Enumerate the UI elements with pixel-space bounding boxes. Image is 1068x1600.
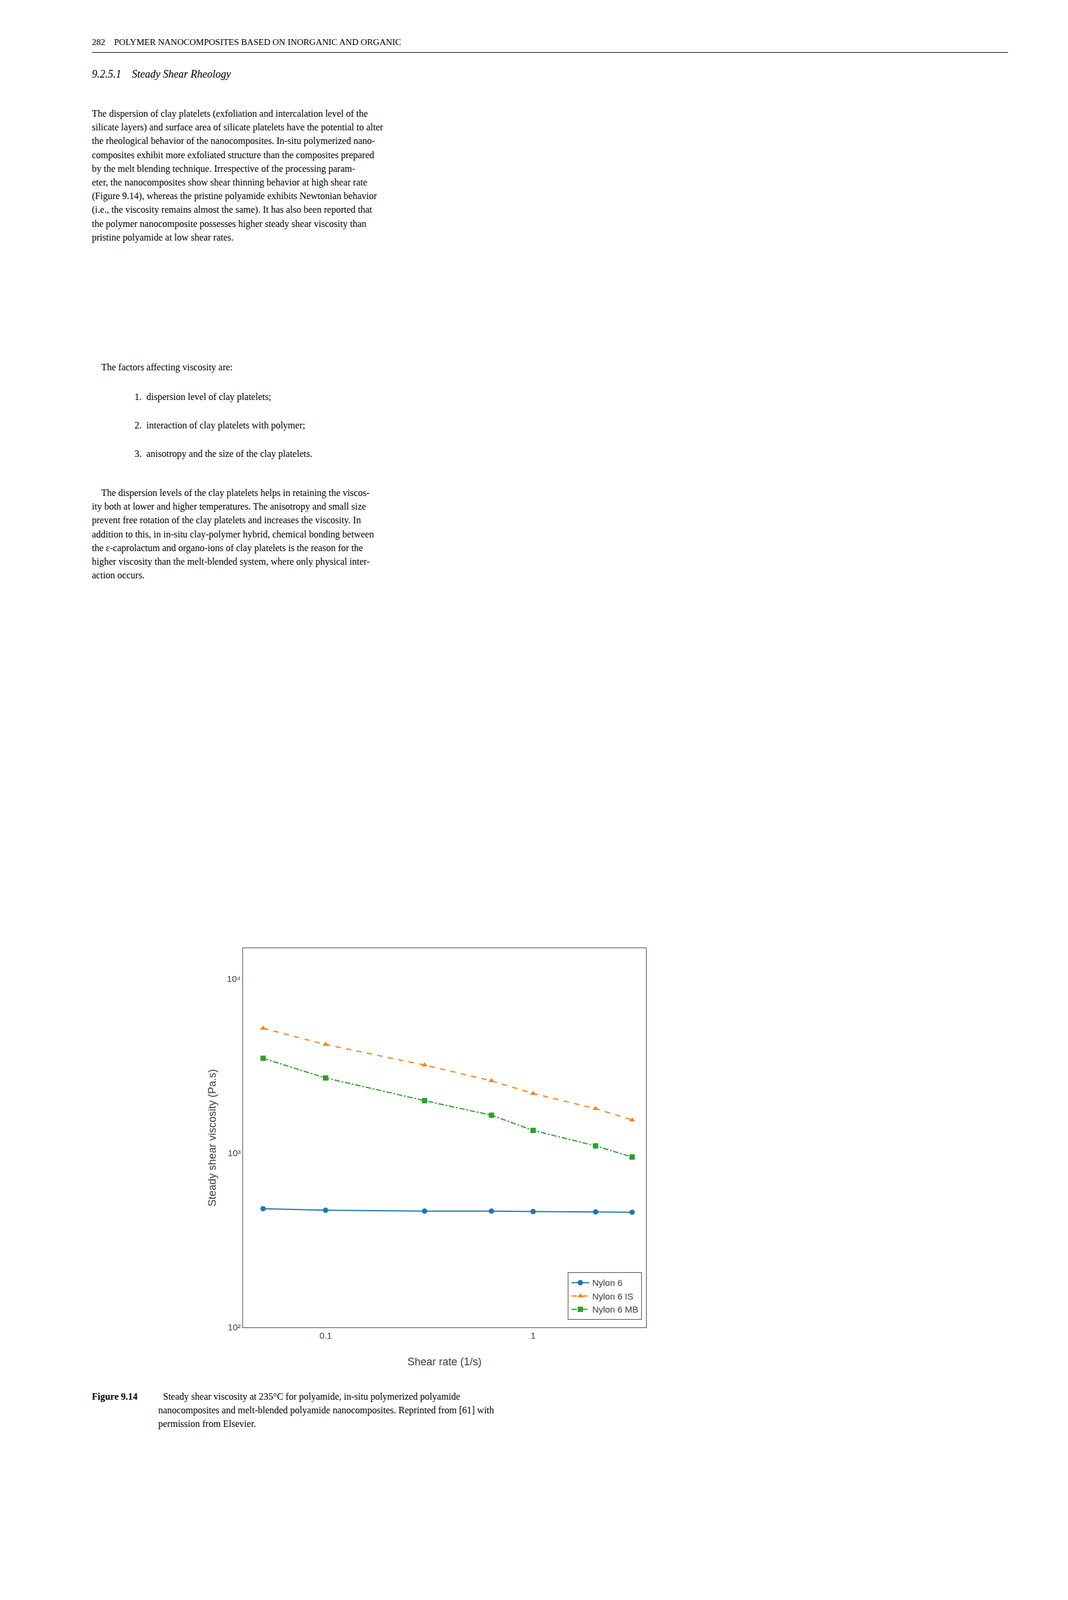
svg-text:0.1: 0.1	[319, 1330, 332, 1341]
html-text:The factors affecting viscosit: The factors affecting viscosity are:	[91, 362, 233, 373]
html-text:282 POLYMER NANOCOMPOSITES BAS: 282 POLYMER NANOCOMPOSITES BASED ON INOR…	[91, 37, 402, 47]
svg-text:10⁴: 10⁴	[226, 973, 241, 984]
html-text:9.2.5.1 Steady Shear Rheology: 9.2.5.1 Steady Shear Rheology	[91, 68, 231, 81]
svg-text:10²: 10²	[227, 1322, 241, 1333]
svg-text:Nylon 6: Nylon 6	[592, 1277, 623, 1288]
svg-text:Shear rate (1/s): Shear rate (1/s)	[407, 1356, 482, 1368]
html-text:1. dispersion level of clay pl: 1. dispersion level of clay platelets;	[134, 391, 272, 402]
html-text:The dispersion of clay platele: The dispersion of clay platelets (exfoli…	[91, 108, 384, 243]
svg-text:Steady shear viscosity (Pa.s): Steady shear viscosity (Pa.s)	[206, 1069, 219, 1207]
html-text:Steady shear viscosity at 235°: Steady shear viscosity at 235°C for poly…	[158, 1391, 494, 1430]
html-text:Figure 9.14: Figure 9.14	[91, 1391, 138, 1402]
svg-text:Nylon 6 IS: Nylon 6 IS	[592, 1291, 633, 1302]
html-text:3. anisotropy and the size of: 3. anisotropy and the size of the clay p…	[134, 448, 313, 459]
html-text:2. interaction of clay platele: 2. interaction of clay platelets with po…	[134, 420, 306, 431]
svg-text:10³: 10³	[227, 1148, 241, 1159]
html-text:The dispersion levels of the c: The dispersion levels of the clay platel…	[91, 487, 374, 581]
svg-text:1: 1	[530, 1330, 536, 1341]
svg-text:Nylon 6 MB: Nylon 6 MB	[592, 1304, 639, 1315]
